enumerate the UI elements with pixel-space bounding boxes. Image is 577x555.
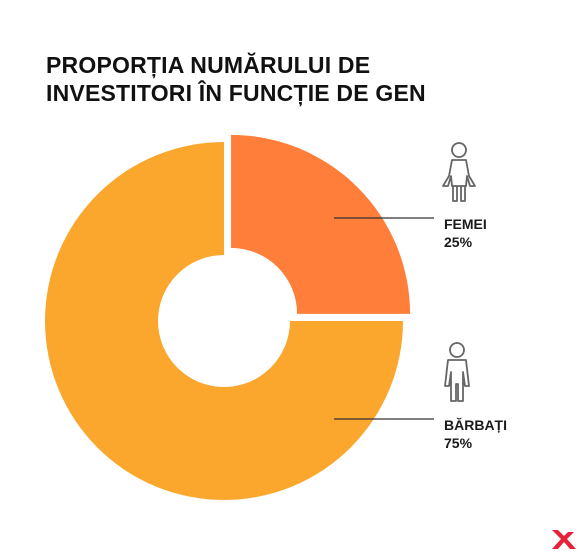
slice-label-femei: FEMEI bbox=[444, 216, 487, 232]
leader-lines bbox=[334, 217, 434, 420]
slice-value-femei: 25% bbox=[444, 234, 473, 250]
slice-value-barbati: 75% bbox=[444, 435, 473, 451]
chart-title: PROPORȚIA NUMĂRULUI DE INVESTITORI ÎN FU… bbox=[46, 51, 546, 107]
female-person-icon bbox=[442, 142, 476, 202]
male-person-icon bbox=[444, 342, 470, 402]
chart-title-line-2: INVESTITORI ÎN FUNCȚIE DE GEN bbox=[46, 80, 426, 106]
slice-femei bbox=[231, 134, 411, 314]
chart-title-line-1: PROPORȚIA NUMĂRULUI DE bbox=[46, 52, 371, 78]
slice-label-barbati: BĂRBAȚI bbox=[444, 417, 507, 433]
brand-x-logo-icon bbox=[547, 524, 577, 555]
legend-label-barbati: BĂRBAȚI 75% bbox=[444, 416, 507, 452]
slice-barbati bbox=[45, 142, 403, 500]
donut-slices bbox=[45, 134, 411, 500]
legend-label-femei: FEMEI 25% bbox=[444, 215, 487, 251]
